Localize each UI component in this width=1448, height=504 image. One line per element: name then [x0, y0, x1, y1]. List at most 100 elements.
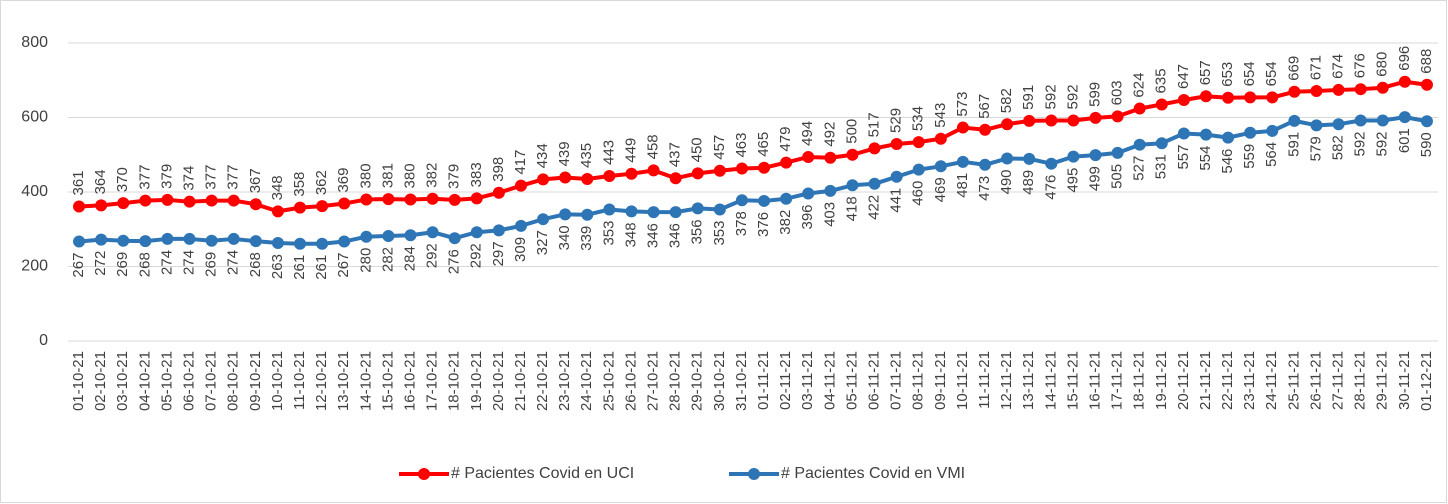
data-label: 361 — [70, 170, 87, 195]
x-tick-label: 15-11-21 — [1064, 351, 1081, 410]
data-label: 369 — [335, 168, 352, 193]
point — [691, 202, 704, 215]
point — [758, 161, 771, 174]
point — [979, 158, 992, 171]
data-label: 592 — [1064, 84, 1081, 109]
point — [1244, 126, 1257, 139]
point — [1398, 75, 1411, 88]
data-label: 457 — [711, 135, 728, 160]
x-tick-label: 20-11-21 — [1175, 351, 1192, 410]
data-label: 680 — [1374, 52, 1391, 77]
data-label: 579 — [1307, 136, 1324, 161]
data-label: 439 — [556, 141, 573, 166]
point — [758, 194, 771, 207]
x-tick-label: 02-11-21 — [777, 351, 794, 410]
point — [1199, 128, 1212, 141]
data-label: 674 — [1330, 54, 1347, 79]
point — [1089, 111, 1102, 124]
point — [780, 156, 793, 169]
point — [824, 184, 837, 197]
point — [249, 198, 262, 211]
data-label: 465 — [755, 132, 772, 157]
point — [227, 194, 240, 207]
point — [294, 237, 307, 250]
x-tick-label: 11-10-21 — [291, 351, 308, 410]
x-tick-label: 08-11-21 — [910, 351, 927, 410]
data-label: 364 — [92, 169, 109, 194]
data-label: 292 — [424, 243, 441, 268]
x-tick-label: 04-11-21 — [821, 351, 838, 410]
data-label: 284 — [401, 246, 418, 271]
data-label: 362 — [313, 170, 330, 195]
data-label: 353 — [600, 221, 617, 246]
point — [537, 213, 550, 226]
x-tick-label: 19-11-21 — [1153, 351, 1170, 410]
x-tick-label: 25-11-21 — [1285, 351, 1302, 410]
point — [338, 235, 351, 248]
x-tick-label: 10-10-21 — [269, 351, 286, 411]
data-label: 367 — [247, 168, 264, 193]
point — [1177, 93, 1190, 106]
point — [1133, 102, 1146, 115]
x-tick-label: 01-12-21 — [1418, 351, 1435, 411]
point — [537, 173, 550, 186]
point — [625, 167, 638, 180]
data-label: 276 — [446, 249, 463, 274]
data-label: 377 — [136, 165, 153, 190]
data-label: 473 — [976, 176, 993, 201]
data-label: 476 — [1042, 175, 1059, 200]
point — [448, 232, 461, 245]
data-label: 348 — [622, 222, 639, 247]
data-label: 377 — [203, 165, 220, 190]
data-label: 527 — [1131, 156, 1148, 181]
point — [1266, 91, 1279, 104]
point — [1067, 114, 1080, 127]
data-label: 696 — [1396, 46, 1413, 71]
data-label: 635 — [1153, 68, 1170, 93]
x-tick-label: 31-10-21 — [733, 351, 750, 411]
data-label: 657 — [1197, 60, 1214, 85]
x-tick-label: 23-10-21 — [556, 351, 573, 411]
x-tick-label: 09-11-21 — [932, 351, 949, 410]
point — [780, 192, 793, 205]
data-label: 592 — [1042, 84, 1059, 109]
data-label: 261 — [291, 255, 308, 280]
x-tick-label: 24-11-21 — [1263, 351, 1280, 410]
point — [890, 170, 903, 183]
x-tick-label: 06-10-21 — [181, 351, 198, 411]
data-label: 346 — [667, 223, 684, 248]
data-label: 517 — [866, 112, 883, 137]
point — [846, 179, 859, 192]
data-label: 418 — [843, 196, 860, 221]
data-label: 495 — [1064, 168, 1081, 193]
point — [470, 226, 483, 239]
point — [713, 164, 726, 177]
point — [338, 197, 351, 210]
point — [802, 150, 815, 163]
data-label: 669 — [1285, 56, 1302, 81]
point — [934, 132, 947, 145]
data-label: 376 — [755, 212, 772, 237]
point — [95, 233, 108, 246]
x-tick-label: 03-10-21 — [114, 351, 131, 411]
y-tick-label: 0 — [39, 332, 48, 349]
x-tick-label: 28-10-21 — [667, 351, 684, 411]
x-tick-label: 11-11-21 — [976, 351, 993, 409]
data-label: 601 — [1396, 128, 1413, 153]
data-label: 292 — [468, 243, 485, 268]
point — [360, 230, 373, 243]
point — [183, 195, 196, 208]
data-label: 422 — [866, 195, 883, 220]
point — [1067, 150, 1080, 163]
point — [559, 208, 572, 221]
data-label: 280 — [357, 248, 374, 273]
point — [713, 203, 726, 216]
data-label: 377 — [225, 165, 242, 190]
x-tick-label: 21-10-21 — [512, 351, 529, 411]
point — [205, 234, 218, 247]
data-label: 546 — [1219, 149, 1236, 174]
data-label: 688 — [1418, 49, 1435, 74]
data-label: 449 — [622, 138, 639, 163]
data-label: 531 — [1153, 154, 1170, 179]
